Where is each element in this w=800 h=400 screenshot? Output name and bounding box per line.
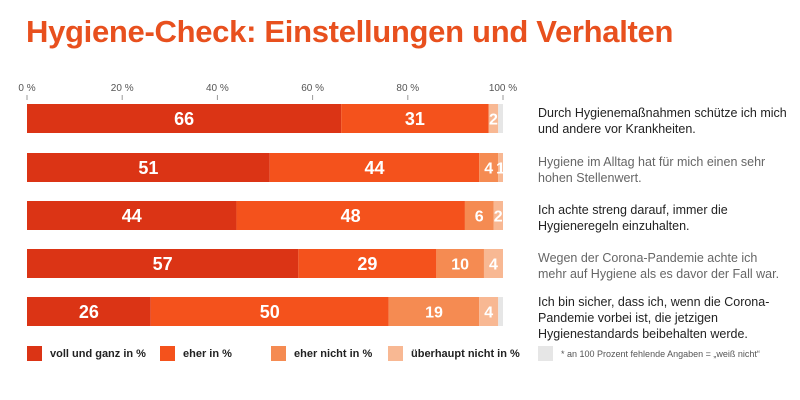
bar-value-label: 2: [489, 111, 498, 128]
bar-value-label: 19: [425, 304, 443, 321]
bar-value-label: 31: [405, 109, 425, 129]
bar-value-label: 44: [122, 206, 142, 226]
x-tick-label: 40 %: [206, 83, 229, 94]
bar-segment: [483, 249, 503, 278]
bar-value-label: 4: [489, 256, 498, 273]
bar-segment: [27, 153, 270, 182]
bar-value-label: 50: [260, 302, 280, 322]
bar-segment: [498, 153, 503, 182]
legend-swatch: [27, 346, 42, 361]
legend-label: voll und ganz in %: [50, 348, 146, 360]
bar-value-label: 10: [451, 256, 469, 273]
bar-value-label: 66: [174, 109, 194, 129]
statement-label: Ich achte streng darauf, immer die Hygie…: [538, 203, 728, 233]
bar-segment: [27, 297, 151, 326]
x-tick-label: 100 %: [489, 83, 517, 94]
x-tick-label: 0 %: [18, 83, 35, 94]
bar-value-label: 1: [496, 160, 505, 177]
bar-value-label: 48: [341, 206, 361, 226]
bar-segment: [464, 201, 494, 230]
bar-value-label: 51: [138, 158, 158, 178]
bar-value-label: 29: [357, 254, 377, 274]
chart-title: Hygiene-Check: Einstellungen und Verhalt…: [26, 14, 674, 49]
statement-label: Durch Hygienemaßnahmen schütze ich mich …: [538, 106, 787, 136]
bar-segment: [236, 201, 465, 230]
bar-value-label: 57: [153, 254, 173, 274]
statement-label: Wegen der Corona-Pandemie achte ich mehr…: [538, 251, 780, 281]
missing-segment: [498, 104, 503, 133]
legend-label: eher nicht in %: [294, 348, 372, 360]
statement-label: Ich bin sicher, dass ich, wenn die Coron…: [538, 295, 770, 341]
bar-segment: [479, 297, 499, 326]
statement-label: Hygiene im Alltag hat für mich einen seh…: [538, 155, 766, 185]
bar-segment: [479, 153, 499, 182]
bar-value-label: 2: [494, 208, 503, 225]
legend-swatch: [160, 346, 175, 361]
x-tick-label: 20 %: [111, 83, 134, 94]
bar-segment: [27, 201, 237, 230]
x-tick-label: 80 %: [396, 83, 419, 94]
bar-value-label: 4: [484, 304, 493, 321]
legend-swatch-missing: [538, 346, 553, 361]
bar-segment: [488, 104, 499, 133]
bar-segment: [388, 297, 480, 326]
legend-label: überhaupt nicht in %: [411, 348, 520, 360]
legend-swatch: [271, 346, 286, 361]
legend-label: eher in %: [183, 348, 232, 360]
bar-value-label: 44: [364, 158, 384, 178]
missing-segment: [498, 297, 503, 326]
bar-segment: [27, 249, 299, 278]
x-tick-label: 60 %: [301, 83, 324, 94]
bar-segment: [150, 297, 389, 326]
bar-segment: [27, 104, 342, 133]
bar-segment: [436, 249, 484, 278]
legend-label-missing: * an 100 Prozent fehlende Angaben = „wei…: [561, 349, 760, 359]
legend-swatch: [388, 346, 403, 361]
bar-segment: [493, 201, 503, 230]
bar-value-label: 26: [79, 302, 99, 322]
bar-segment: [298, 249, 437, 278]
bar-value-label: 6: [475, 208, 484, 225]
bar-value-label: 4: [484, 160, 493, 177]
bar-segment: [341, 104, 489, 133]
bar-segment: [269, 153, 480, 182]
